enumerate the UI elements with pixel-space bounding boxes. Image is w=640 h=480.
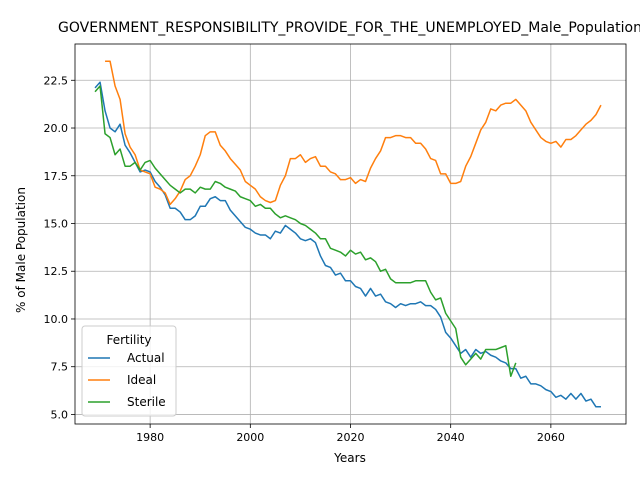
legend-items: Actual Ideal Sterile — [88, 351, 166, 409]
chart-title: GOVERNMENT_RESPONSIBILITY_PROVIDE_FOR_TH… — [58, 20, 640, 36]
y-tick-label: 12.5 — [44, 265, 69, 278]
legend-title: Fertility — [106, 333, 151, 347]
legend-label-sterile: Sterile — [127, 395, 166, 409]
x-tick-label: 1980 — [136, 431, 164, 444]
series-line-ideal — [105, 60, 602, 206]
x-tick-label: 2040 — [437, 431, 465, 444]
x-tick-label: 2000 — [236, 431, 264, 444]
series-line-actual — [94, 81, 601, 408]
x-axis-ticks: 1980 2000 2020 2040 2060 — [136, 424, 565, 444]
y-tick-label: 17.5 — [44, 170, 69, 183]
legend: Fertility Actual Ideal Sterile — [81, 325, 177, 417]
legend-box — [81, 325, 177, 417]
y-tick-label: 22.5 — [44, 74, 69, 87]
y-tick-label: 7.5 — [51, 361, 69, 374]
x-tick-label: 2060 — [537, 431, 565, 444]
y-tick-label: 20.0 — [44, 122, 69, 135]
series-line-sterile — [94, 85, 517, 378]
x-axis-label: Years — [333, 451, 366, 465]
y-tick-label: 15.0 — [44, 217, 69, 230]
y-tick-label: 10.0 — [44, 313, 69, 326]
legend-label-ideal: Ideal — [127, 373, 156, 387]
legend-label-actual: Actual — [127, 351, 165, 365]
x-tick-label: 2020 — [337, 431, 365, 444]
y-axis-ticks: 5.0 7.5 10.0 12.5 15.0 17.5 20.0 22.5 — [44, 74, 75, 421]
y-axis-label: % of Male Population — [14, 187, 28, 313]
y-tick-label: 5.0 — [51, 408, 69, 421]
series-lines — [94, 60, 602, 408]
